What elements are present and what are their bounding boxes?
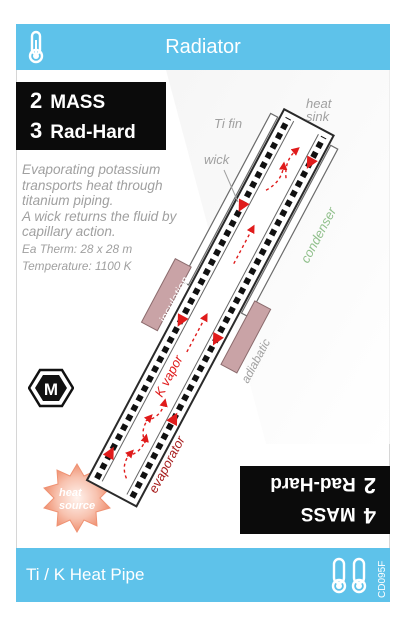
card-title: Radiator	[165, 36, 241, 58]
card-code: CD095F	[377, 560, 388, 598]
flipped-stats-box: 4 MASS 2 Rad-Hard	[240, 466, 390, 534]
ea-therm-spec: Ea Therm: 28 x 28 m	[22, 241, 133, 256]
radhard-stat: 3 Rad-Hard	[30, 118, 136, 144]
twin-thermometer-icon	[331, 557, 367, 594]
radhard-value: 3	[30, 118, 43, 143]
insulation-block-upper	[140, 257, 192, 332]
flipped-label-1: MASS	[300, 503, 356, 524]
bottom-bar: Ti / K Heat Pipe CD095F	[16, 548, 390, 602]
heat-pipe	[85, 107, 339, 508]
mass-label: MASS	[50, 92, 106, 113]
heat-sink-label: heat sink	[306, 96, 335, 124]
card-name: Ti / K Heat Pipe	[26, 565, 145, 584]
stats-box: 2 MASS 3 Rad-Hard	[16, 82, 166, 150]
flipped-stat-2: 2 Rad-Hard	[270, 472, 376, 498]
ti-fin-upper	[180, 112, 279, 286]
description-line-1: Evaporating potassium transports heat th…	[22, 162, 163, 208]
heat-source-label: heat source	[59, 487, 95, 512]
flipped-label-2: Rad-Hard	[270, 473, 356, 494]
thermometer-icon	[28, 30, 44, 64]
game-card: Radiator 2 MASS 3 Rad-Hard Evaporating pot…	[16, 24, 390, 602]
description: Evaporating potassium transports heat th…	[22, 162, 206, 275]
title-bar: Radiator	[16, 24, 390, 70]
mass-stat: 2 MASS	[30, 88, 105, 114]
wick-label: wick	[204, 152, 231, 167]
ti-fin-lower	[240, 144, 339, 318]
mass-value: 2	[30, 88, 43, 113]
heat-pipe-diagram: heat sink Ti fin wick condenser insulati…	[43, 70, 390, 533]
m-badge-icon: M	[28, 368, 74, 408]
radhard-label: Rad-Hard	[50, 122, 136, 143]
flipped-value-1: 4	[363, 503, 376, 528]
vapor-flow	[123, 147, 300, 479]
flipped-value-2: 2	[363, 473, 376, 498]
m-badge-letter: M	[44, 380, 58, 399]
wick-pointer	[223, 169, 239, 203]
flipped-stat-1: 4 MASS	[301, 502, 376, 528]
description-line-2: A wick returns the fluid by capillary ac…	[22, 208, 177, 240]
pipe-wall	[85, 107, 335, 508]
temperature-spec: Temperature: 1100 K	[22, 259, 132, 273]
ti-fin-label: Ti fin	[214, 116, 242, 131]
return-arrows	[102, 155, 318, 461]
insulation-block-lower	[220, 300, 272, 374]
